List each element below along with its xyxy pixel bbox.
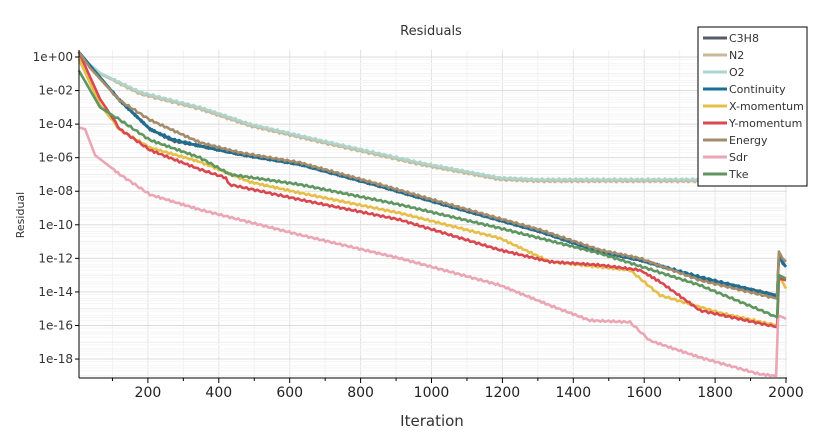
x-tick-label: 1200 bbox=[485, 385, 521, 401]
series-line-energy bbox=[77, 51, 787, 300]
x-tick-label: 1600 bbox=[626, 385, 662, 401]
y-tick-label: 1e+00 bbox=[33, 50, 73, 64]
legend-label: N2 bbox=[729, 49, 744, 62]
y-tick-label: 1e-12 bbox=[38, 251, 73, 265]
x-tick-label: 2000 bbox=[768, 385, 804, 401]
x-axis-label: Iteration bbox=[400, 412, 464, 430]
y-tick-label: 1e-16 bbox=[38, 318, 73, 332]
legend-label: Continuity bbox=[729, 83, 786, 96]
y-tick-label: 1e-04 bbox=[38, 117, 73, 131]
x-tick-label: 800 bbox=[347, 385, 374, 401]
x-tick-label: 1800 bbox=[697, 385, 733, 401]
legend-label: Sdr bbox=[729, 151, 748, 164]
legend-label: Tke bbox=[728, 168, 749, 181]
y-tick-label: 1e-10 bbox=[38, 218, 73, 232]
x-tick-label: 200 bbox=[135, 385, 162, 401]
y-tick-label: 1e-06 bbox=[38, 151, 73, 165]
y-tick-label: 1e-02 bbox=[38, 84, 73, 98]
y-axis-label: Residual bbox=[14, 192, 27, 238]
x-tick-label: 400 bbox=[205, 385, 232, 401]
y-tick-label: 1e-08 bbox=[38, 184, 73, 198]
grid bbox=[79, 50, 787, 378]
series-line-tke bbox=[77, 69, 787, 319]
y-tick-label: 1e-18 bbox=[38, 352, 73, 366]
series-line-o2 bbox=[77, 54, 786, 182]
series-line-sdr bbox=[78, 126, 787, 378]
x-tick-label: 1400 bbox=[555, 385, 591, 401]
legend-label: O2 bbox=[729, 66, 745, 79]
axis-ticks: 200 400 600 800 1000 1200 1400 1600 1800 2000 1e+0… bbox=[33, 50, 804, 401]
series-line-y-momentum bbox=[77, 51, 787, 329]
chart-title: Residuals bbox=[400, 24, 462, 39]
series-line-x-momentum bbox=[77, 58, 788, 327]
legend-label: Y-momentum bbox=[728, 117, 802, 130]
y-tick-label: 1e-14 bbox=[38, 285, 73, 299]
legend-label: X-momentum bbox=[729, 100, 804, 113]
x-tick-label: 600 bbox=[276, 385, 303, 401]
x-tick-label: 1000 bbox=[414, 385, 450, 401]
legend-label: Energy bbox=[729, 134, 768, 147]
legend: C3H8 N2 O2 Continuity X-momentum Y-momentum En… bbox=[697, 26, 808, 187]
series-lines bbox=[77, 51, 788, 378]
legend-label: C3H8 bbox=[729, 32, 759, 45]
